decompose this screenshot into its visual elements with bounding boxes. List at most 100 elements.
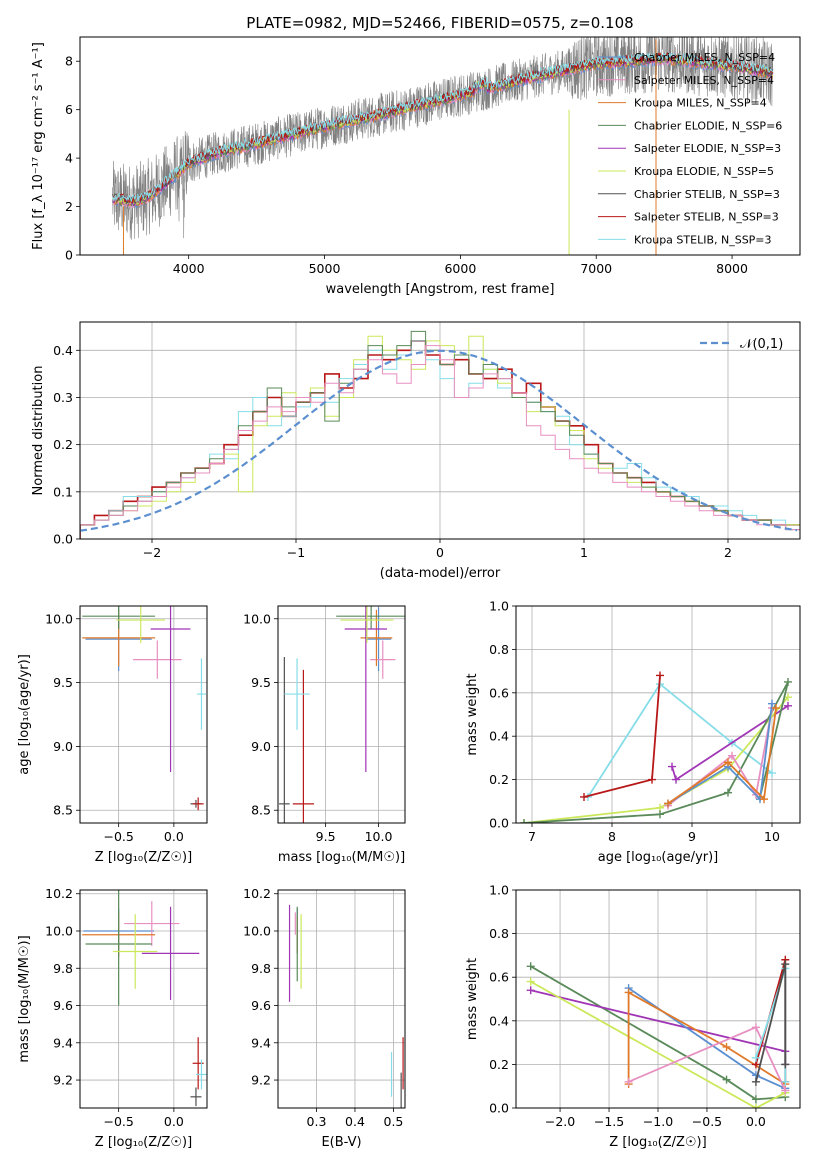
x-tick-label: −1.0 bbox=[643, 1114, 673, 1129]
y-tick-label: 2 bbox=[65, 199, 73, 214]
weight-marker bbox=[526, 986, 535, 995]
panel-weight_vs_z: −2.0 −1.5 −1.0 −0.5 0.0 0.0 0.2 0.4 0.6 0.8 1.0 Z [… bbox=[465, 883, 801, 1150]
panel-age_vs_mass: 9.5 10.0 8.5 9.0 9.5 10.0 mass [log₁₀(M/M☉)] bbox=[243, 605, 406, 865]
weight-line bbox=[587, 682, 773, 798]
x-axis-label: age [log₁₀(age/yr)] bbox=[598, 850, 719, 865]
y-tick-label: 9.2 bbox=[53, 1073, 73, 1088]
weight-marker bbox=[664, 799, 672, 808]
x-tick-label: 2 bbox=[724, 545, 732, 560]
weight-marker bbox=[624, 988, 633, 997]
legend-label: Kroupa STELIB, N_SSP=3 bbox=[634, 233, 772, 246]
y-tick-label: 0.0 bbox=[53, 532, 73, 547]
weight-marker bbox=[526, 977, 535, 986]
x-tick-label: −0.5 bbox=[103, 1114, 133, 1129]
x-tick-label: 10 bbox=[764, 829, 780, 844]
x-tick-label: −0.5 bbox=[103, 829, 133, 844]
weight-marker bbox=[751, 1095, 760, 1104]
x-tick-label: 8000 bbox=[716, 261, 748, 276]
x-tick-label: −1 bbox=[287, 545, 305, 560]
x-tick-label: 1 bbox=[580, 545, 588, 560]
x-tick-label: 4000 bbox=[173, 261, 205, 276]
x-tick-label: 0.0 bbox=[746, 1114, 766, 1129]
weight-line bbox=[530, 980, 786, 1108]
plot-area bbox=[288, 904, 404, 1108]
axes-frame bbox=[277, 605, 406, 824]
weight-marker bbox=[648, 775, 656, 784]
y-tick-label: 8.5 bbox=[53, 803, 73, 818]
axes-frame bbox=[277, 889, 406, 1109]
errorbar-point bbox=[133, 640, 182, 679]
x-tick-label: 8 bbox=[608, 829, 616, 844]
errorbar-point bbox=[116, 606, 166, 644]
y-axis-label: Flux [f_λ 10⁻¹⁷ erg cm⁻² s⁻¹ A⁻¹] bbox=[31, 42, 46, 250]
weight-marker bbox=[751, 1077, 760, 1086]
panel-mass_vs_z: −0.5 0.0 9.2 9.4 9.6 9.8 10.0 10.2 Z [log₁₀(Z/Z☉… bbox=[17, 886, 208, 1150]
legend-label: Salpeter STELIB, N_SSP=3 bbox=[634, 211, 779, 224]
normal-curve bbox=[80, 349, 798, 532]
y-tick-label: 9.5 bbox=[251, 675, 271, 690]
x-axis-label: Z [log₁₀(Z/Z☉)] bbox=[95, 1135, 192, 1150]
legend-label: Chabrier STELIB, N_SSP=3 bbox=[634, 188, 780, 201]
weight-marker bbox=[781, 1086, 790, 1095]
legend-label: Salpeter MILES, N_SSP=4 bbox=[634, 74, 774, 87]
y-tick-label: 0.4 bbox=[489, 1013, 509, 1028]
errorbar-point bbox=[195, 1059, 207, 1090]
y-axis-label: mass [log₁₀(M/M☉)] bbox=[17, 935, 32, 1062]
errorbar-point bbox=[113, 914, 158, 989]
y-tick-label: 0.2 bbox=[489, 1057, 509, 1072]
errorbar-point bbox=[150, 606, 191, 772]
errorbar-point bbox=[284, 658, 310, 730]
histogram bbox=[80, 345, 800, 539]
weight-marker bbox=[668, 762, 676, 771]
x-tick-label: 0.3 bbox=[307, 1114, 327, 1129]
x-tick-label: −1.5 bbox=[594, 1114, 624, 1129]
errorbar-point bbox=[365, 607, 392, 672]
y-axis-label: mass weight bbox=[465, 673, 480, 755]
axes-frame bbox=[515, 889, 801, 1109]
weight-marker bbox=[724, 758, 732, 767]
errorbar-point bbox=[192, 797, 204, 811]
panel-age_vs_z: −0.5 0.0 8.5 9.0 9.5 10.0 Z [log₁₀(Z/Z☉)] age [… bbox=[17, 605, 208, 865]
weight-marker bbox=[772, 703, 780, 712]
weight-marker bbox=[672, 775, 680, 784]
weight-marker bbox=[751, 1053, 760, 1062]
errorbar-point bbox=[85, 890, 152, 1006]
y-tick-label: 8 bbox=[65, 54, 73, 69]
weight-marker bbox=[526, 962, 535, 971]
weight-marker bbox=[728, 751, 736, 760]
errorbar-point bbox=[340, 606, 394, 644]
legend: 𝒩(0,1) bbox=[700, 337, 783, 352]
axes-frame bbox=[79, 605, 208, 824]
weight-marker bbox=[751, 1104, 760, 1108]
y-tick-label: 9.2 bbox=[251, 1073, 271, 1088]
y-tick-label: 0.2 bbox=[53, 437, 73, 452]
y-tick-label: 10.0 bbox=[45, 923, 73, 938]
y-tick-label: 0.6 bbox=[489, 970, 509, 985]
x-tick-label: 5000 bbox=[309, 261, 341, 276]
y-tick-label: 0 bbox=[65, 248, 73, 263]
legend-label: Salpeter ELODIE, N_SSP=3 bbox=[634, 142, 781, 155]
y-tick-label: 10.2 bbox=[45, 886, 73, 901]
errorbar-point bbox=[370, 640, 396, 679]
y-tick-label: 1.0 bbox=[489, 883, 509, 898]
x-tick-label: −0.5 bbox=[692, 1114, 722, 1129]
x-tick-label: 0.0 bbox=[164, 1114, 184, 1129]
x-axis-label: (data-model)/error bbox=[380, 566, 501, 581]
weight-marker bbox=[724, 788, 732, 797]
legend: Chabrier MILES, N_SSP=4 Salpeter MILES, N… bbox=[598, 51, 782, 246]
weight-marker bbox=[781, 1060, 790, 1069]
y-tick-label: 10.0 bbox=[243, 611, 271, 626]
x-axis-label: Z [log₁₀(Z/Z☉)] bbox=[609, 1135, 706, 1150]
y-tick-label: 0.4 bbox=[53, 343, 73, 358]
y-tick-label: 0.3 bbox=[53, 390, 73, 405]
legend-label: Kroupa MILES, N_SSP=4 bbox=[634, 97, 767, 110]
x-axis-label: wavelength [Angstrom, rest frame] bbox=[326, 282, 555, 297]
y-tick-label: 10.0 bbox=[243, 923, 271, 938]
plot-area bbox=[279, 606, 405, 823]
y-axis-label: age [log₁₀(age/yr)] bbox=[17, 654, 32, 775]
y-tick-label: 10.0 bbox=[45, 611, 73, 626]
x-axis-label: mass [log₁₀(M/M☉)] bbox=[278, 850, 405, 865]
weight-line bbox=[667, 703, 773, 805]
x-tick-label: 7000 bbox=[580, 261, 612, 276]
legend-label: 𝒩(0,1) bbox=[740, 337, 783, 352]
